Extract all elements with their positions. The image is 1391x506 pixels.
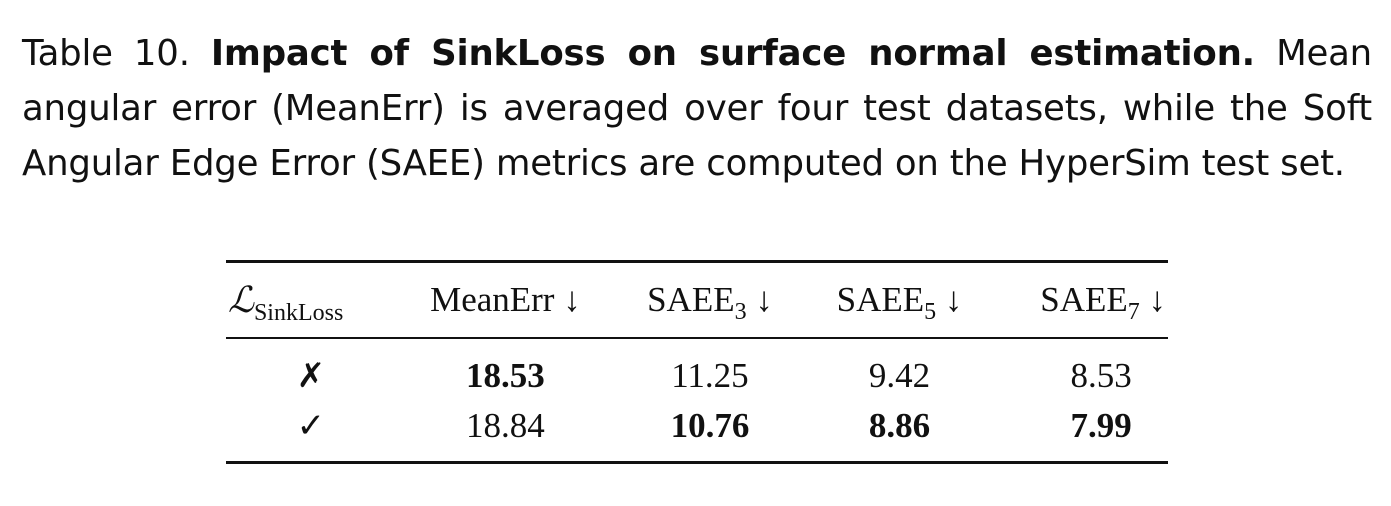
loss-symbol: ℒ [228,279,254,321]
cell-saee7: 8.53 [1070,356,1132,395]
saee7-base: SAEE [1040,280,1128,319]
cell-saee3: 10.76 [670,406,750,445]
cell-saee7: 7.99 [1070,406,1132,445]
header-saee5: SAEE5 ↓ [805,262,995,339]
header-saee7: SAEE7 ↓ [994,262,1168,339]
cell-saee5: 9.42 [868,356,931,395]
saee5-subscript: 5 [924,299,937,325]
caption-body: Mean angular error (MeanErr) is averaged… [22,33,1372,184]
check-mark-icon: ✓ [296,406,326,446]
table-row-without-sinkloss: ✗ 18.53 11.25 9.42 8.53 [226,338,1168,401]
saee5-base: SAEE [836,280,925,319]
cross-mark-icon: ✗ [296,356,326,396]
header-meanerr: MeanErr ↓ [430,280,581,319]
saee3-arrow: ↓ [746,280,773,319]
saee7-arrow: ↓ [1139,280,1167,319]
results-table: ℒSinkLoss MeanErr ↓ SAEE3 ↓ SAEE5 ↓ SAEE… [226,260,1168,464]
saee3-base: SAEE [647,280,735,319]
cell-meanerr: 18.84 [466,406,545,445]
table-header-row: ℒSinkLoss MeanErr ↓ SAEE3 ↓ SAEE5 ↓ SAEE… [226,261,1168,339]
table-caption: Table 10. Impact of SinkLoss on surface … [22,26,1372,191]
header-sinkloss: ℒSinkLoss [226,262,396,339]
header-saee3: SAEE3 ↓ [615,262,805,339]
results-table-wrapper: ℒSinkLoss MeanErr ↓ SAEE3 ↓ SAEE5 ↓ SAEE… [226,260,1168,464]
saee7-subscript: 7 [1127,299,1140,325]
saee5-arrow: ↓ [936,280,963,319]
caption-title: Impact of SinkLoss on surface normal est… [210,33,1255,74]
loss-subscript: SinkLoss [253,299,344,326]
cell-saee3: 11.25 [671,356,749,395]
table-row-with-sinkloss: ✓ 18.84 10.76 8.86 7.99 [226,401,1168,463]
caption-label: Table 10. [22,33,190,74]
cell-saee5: 8.86 [868,406,931,445]
saee3-subscript: 3 [734,299,747,325]
cell-meanerr: 18.53 [466,356,545,395]
